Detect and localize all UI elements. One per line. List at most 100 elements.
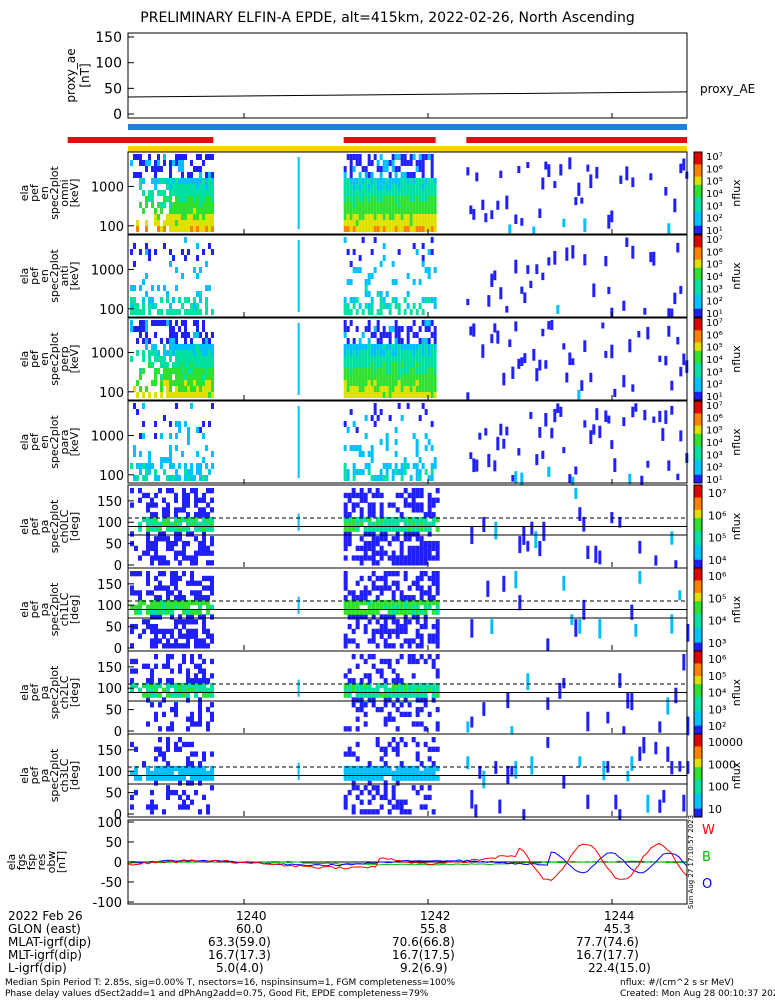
spec-cell bbox=[379, 309, 383, 315]
spec-cell bbox=[154, 380, 157, 386]
pa-cell bbox=[363, 497, 368, 503]
pa-cell bbox=[419, 536, 424, 542]
colorbar-cell bbox=[694, 322, 702, 325]
spec-cell bbox=[520, 218, 524, 226]
footer-note-2: Phase delay values dSect2add=1 and dPhAn… bbox=[5, 989, 429, 999]
spec-cell bbox=[370, 303, 374, 309]
pa-cell bbox=[194, 692, 198, 698]
pa-cell bbox=[347, 531, 352, 537]
pa-cell bbox=[423, 516, 428, 523]
spec-cell bbox=[610, 210, 614, 223]
spec-cell bbox=[187, 344, 190, 350]
pa-cell bbox=[206, 726, 210, 732]
spec-cell bbox=[196, 208, 199, 214]
spec-cell bbox=[160, 433, 163, 439]
spec-cell bbox=[385, 469, 389, 475]
colorbar-cell bbox=[694, 395, 702, 399]
pa-cell bbox=[154, 555, 158, 561]
spec-cell bbox=[175, 362, 178, 368]
spec-cell bbox=[193, 475, 196, 481]
pa-cell bbox=[371, 540, 376, 547]
pa-cell bbox=[466, 721, 470, 733]
spec-cell bbox=[415, 445, 419, 451]
pa-cell bbox=[363, 526, 368, 532]
colorbar-cell bbox=[694, 235, 702, 238]
pa-cell bbox=[186, 628, 190, 635]
pa-cell bbox=[182, 741, 186, 748]
pa-cell bbox=[403, 502, 408, 508]
spec-cell bbox=[184, 344, 187, 350]
pa-cell bbox=[162, 571, 166, 577]
plot-title: PRELIMINARY ELFIN-A EPDE, alt=415km, 202… bbox=[140, 10, 635, 26]
spec-cell bbox=[427, 350, 431, 356]
pa-cell bbox=[194, 516, 198, 523]
spec-cell bbox=[205, 332, 208, 338]
spec-cell bbox=[136, 475, 139, 481]
pa-cell bbox=[387, 516, 392, 523]
spec-cell bbox=[175, 208, 178, 214]
colorbar-cell bbox=[694, 503, 702, 507]
spec-cell bbox=[388, 374, 392, 380]
spec-cell bbox=[427, 380, 431, 386]
spec-cell bbox=[166, 178, 169, 184]
pa-cell bbox=[150, 702, 154, 708]
spec-cell bbox=[154, 166, 157, 172]
spec-cell bbox=[427, 202, 431, 208]
pa-cell bbox=[435, 604, 440, 610]
spec-cell bbox=[202, 421, 205, 427]
spec-cell bbox=[169, 172, 172, 178]
spec-frame bbox=[127, 151, 688, 235]
pa-cell bbox=[166, 526, 170, 532]
pa-cell bbox=[411, 555, 416, 561]
spec-cell bbox=[157, 220, 160, 226]
pa-cell bbox=[343, 531, 348, 537]
spec-cell bbox=[193, 190, 196, 196]
pa-cell bbox=[154, 746, 158, 752]
spec-cell bbox=[397, 403, 401, 409]
spec-cell bbox=[184, 255, 187, 261]
pa-cell bbox=[158, 580, 162, 586]
spec-cell bbox=[346, 190, 350, 196]
spec-cell bbox=[178, 463, 181, 469]
pa-cell bbox=[351, 502, 356, 508]
spec-cell bbox=[415, 380, 419, 386]
spec-cell bbox=[190, 374, 193, 380]
pa-cell bbox=[411, 521, 416, 527]
spec-cell bbox=[397, 154, 401, 160]
pa-cell bbox=[359, 765, 364, 772]
spec-cell bbox=[358, 344, 362, 350]
spec-cell bbox=[211, 309, 214, 315]
spec-cell bbox=[358, 160, 362, 166]
spec-cell bbox=[370, 445, 374, 451]
pa-cell bbox=[347, 590, 352, 596]
pa-cell bbox=[154, 595, 158, 601]
spec-cell bbox=[196, 463, 199, 469]
spec-cell bbox=[412, 374, 416, 380]
spec-cell bbox=[667, 460, 671, 471]
pa-cell bbox=[178, 770, 182, 776]
pa-cell bbox=[343, 609, 348, 615]
spec-cell bbox=[184, 386, 187, 392]
spec-cell bbox=[157, 226, 160, 232]
pa-cell bbox=[150, 604, 154, 610]
pa-cell bbox=[186, 687, 190, 693]
pa-cell bbox=[427, 555, 432, 561]
spec-cell bbox=[154, 214, 157, 220]
spec-cell bbox=[412, 320, 416, 326]
pa-cell bbox=[174, 746, 178, 752]
spec-cell bbox=[400, 380, 404, 386]
spec-cell bbox=[382, 160, 386, 166]
pa-cell bbox=[470, 716, 474, 728]
colorbar-cell bbox=[694, 310, 702, 314]
pa-cell bbox=[166, 761, 170, 767]
pa-cell bbox=[198, 668, 202, 674]
pa-cell bbox=[186, 502, 190, 508]
pa-cell bbox=[186, 512, 190, 518]
spec-cell bbox=[145, 320, 148, 326]
pa-cell bbox=[158, 488, 162, 494]
spec-cell bbox=[583, 340, 587, 353]
pa-cell bbox=[343, 575, 348, 582]
pa-cell bbox=[359, 702, 364, 708]
spec-cell bbox=[163, 285, 166, 291]
spec-cell bbox=[385, 374, 389, 380]
